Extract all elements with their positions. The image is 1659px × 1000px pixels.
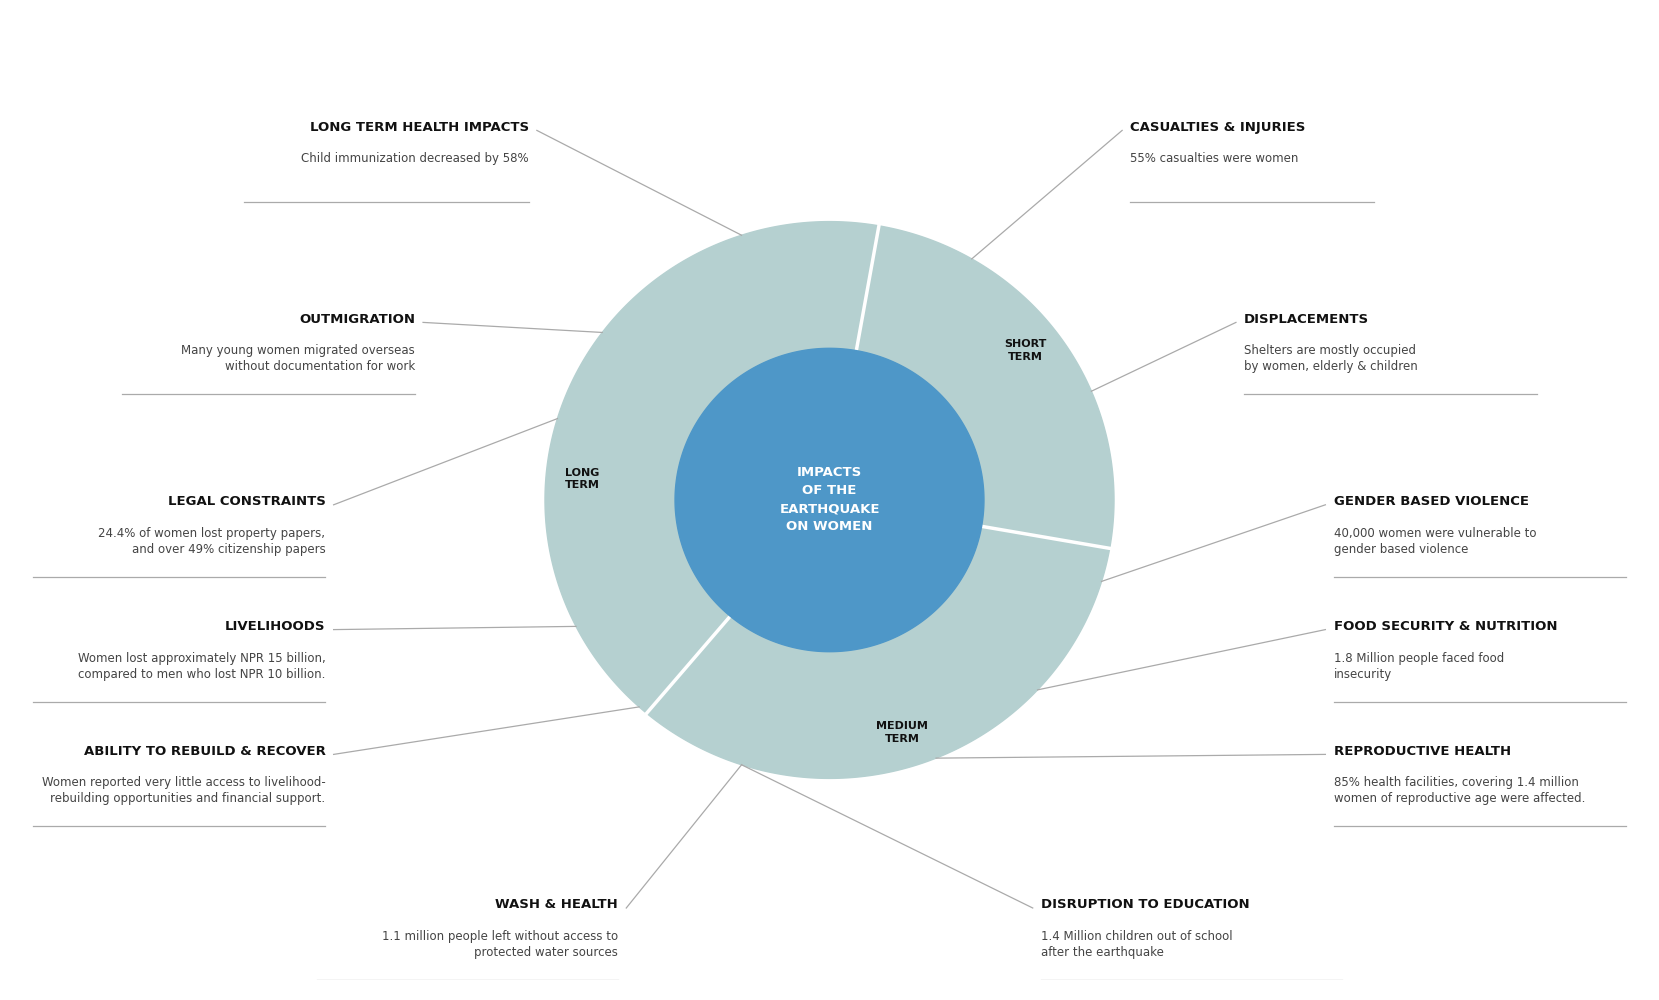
Text: 1.8 Million people faced food
insecurity: 1.8 Million people faced food insecurity — [1334, 652, 1503, 681]
Polygon shape — [675, 348, 984, 652]
Text: 24.4% of women lost property papers,
and over 49% citizenship papers: 24.4% of women lost property papers, and… — [98, 527, 325, 556]
Text: FOOD SECURITY & NUTRITION: FOOD SECURITY & NUTRITION — [1334, 620, 1558, 633]
Text: Women reported very little access to livelihood-
rebuilding opportunities and fi: Women reported very little access to liv… — [41, 776, 325, 805]
Text: DISRUPTION TO EDUCATION: DISRUPTION TO EDUCATION — [1040, 898, 1249, 911]
Text: 1.1 million people left without access to
protected water sources: 1.1 million people left without access t… — [382, 930, 619, 959]
Text: LONG
TERM: LONG TERM — [566, 468, 601, 490]
Text: 85% health facilities, covering 1.4 million
women of reproductive age were affec: 85% health facilities, covering 1.4 mill… — [1334, 776, 1584, 805]
Text: LIVELIHOODS: LIVELIHOODS — [226, 620, 325, 633]
Text: Many young women migrated overseas
without documentation for work: Many young women migrated overseas witho… — [181, 344, 415, 373]
Text: SHORT
TERM: SHORT TERM — [1004, 339, 1047, 362]
Text: LONG TERM HEALTH IMPACTS: LONG TERM HEALTH IMPACTS — [310, 121, 529, 134]
Text: Women lost approximately NPR 15 billion,
compared to men who lost NPR 10 billion: Women lost approximately NPR 15 billion,… — [78, 652, 325, 681]
Text: 1.4 Million children out of school
after the earthquake: 1.4 Million children out of school after… — [1040, 930, 1233, 959]
Text: 55% casualties were women: 55% casualties were women — [1130, 152, 1299, 165]
Text: 40,000 women were vulnerable to
gender based violence: 40,000 women were vulnerable to gender b… — [1334, 527, 1536, 556]
Text: LEGAL CONSTRAINTS: LEGAL CONSTRAINTS — [168, 495, 325, 508]
Polygon shape — [546, 222, 1115, 778]
Text: WASH & HEALTH: WASH & HEALTH — [496, 898, 619, 911]
Text: IMPACTS
OF THE
EARTHQUAKE
ON WOMEN: IMPACTS OF THE EARTHQUAKE ON WOMEN — [780, 466, 879, 534]
Text: DISPLACEMENTS: DISPLACEMENTS — [1244, 313, 1369, 326]
Text: REPRODUCTIVE HEALTH: REPRODUCTIVE HEALTH — [1334, 745, 1511, 758]
Text: ABILITY TO REBUILD & RECOVER: ABILITY TO REBUILD & RECOVER — [83, 745, 325, 758]
Text: MEDIUM
TERM: MEDIUM TERM — [876, 721, 927, 744]
Text: Shelters are mostly occupied
by women, elderly & children: Shelters are mostly occupied by women, e… — [1244, 344, 1418, 373]
Text: GENDER BASED VIOLENCE: GENDER BASED VIOLENCE — [1334, 495, 1528, 508]
Text: CASUALTIES & INJURIES: CASUALTIES & INJURIES — [1130, 121, 1306, 134]
Text: Child immunization decreased by 58%: Child immunization decreased by 58% — [300, 152, 529, 165]
Text: OUTMIGRATION: OUTMIGRATION — [299, 313, 415, 326]
